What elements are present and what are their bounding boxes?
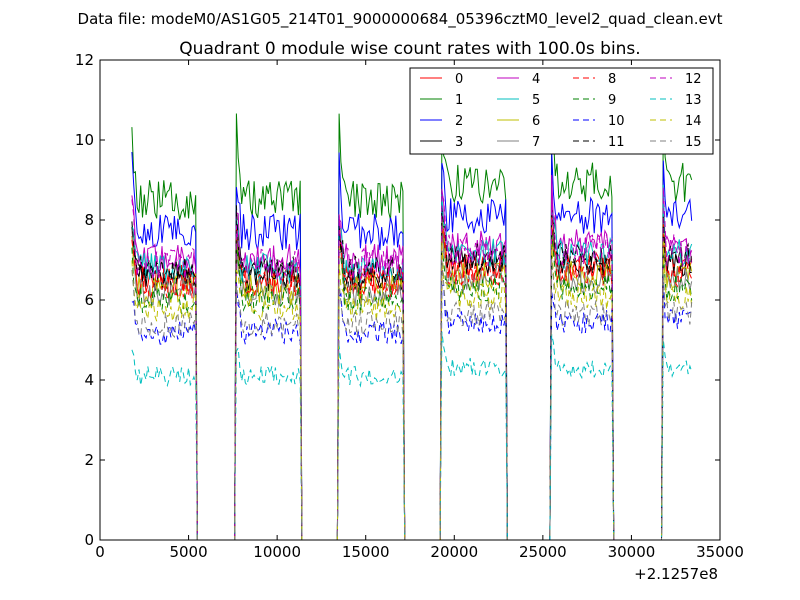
series-line-5 — [131, 184, 693, 540]
series-layer — [131, 102, 693, 540]
x-tick-label: 35000 — [696, 543, 744, 561]
legend-label-11: 11 — [608, 135, 625, 150]
series-line-0 — [131, 214, 693, 540]
series-line-4 — [131, 174, 693, 540]
x-tick-label: 10000 — [253, 543, 301, 561]
y-tick-label: 0 — [84, 531, 94, 549]
y-tick-label: 8 — [84, 211, 94, 229]
series-line-3 — [131, 197, 692, 540]
legend-box — [409, 67, 714, 155]
series-line-15 — [131, 259, 693, 540]
x-offset-label: +2.1257e8 — [634, 565, 718, 583]
x-tick-label: 30000 — [608, 543, 656, 561]
legend-label-3: 3 — [455, 135, 463, 150]
x-tick-label: 0 — [95, 543, 105, 561]
y-tick-label: 2 — [84, 451, 94, 469]
legend-label-9: 9 — [608, 93, 616, 108]
series-line-6 — [131, 216, 693, 540]
x-tick-label: 20000 — [430, 543, 478, 561]
x-tick-label: 25000 — [519, 543, 567, 561]
series-line-9 — [131, 230, 693, 540]
legend-label-1: 1 — [455, 93, 463, 108]
y-tick-label: 4 — [84, 371, 94, 389]
legend-label-4: 4 — [532, 72, 540, 87]
legend-label-12: 12 — [685, 72, 702, 87]
series-line-14 — [131, 241, 693, 540]
series-line-1 — [131, 102, 693, 540]
x-tick-label: 5000 — [169, 543, 207, 561]
chart-title: Quadrant 0 module wise count rates with … — [179, 39, 640, 59]
legend-label-5: 5 — [532, 93, 540, 108]
axes-layer: 0 5000 10000 15000 20000 25000 30000 35000 0 2 4 6 8… — [75, 51, 744, 561]
legend-label-15: 15 — [685, 135, 702, 150]
x-tick-label: 15000 — [342, 543, 390, 561]
legend-label-8: 8 — [608, 72, 616, 87]
legend-label-10: 10 — [608, 114, 625, 129]
legend-label-14: 14 — [685, 114, 702, 129]
legend-label-0: 0 — [455, 72, 463, 87]
y-tick-label: 12 — [75, 51, 94, 69]
data-file-label: Data file: modeM0/AS1G05_214T01_90000006… — [78, 10, 723, 29]
legend-label-2: 2 — [455, 114, 463, 129]
legend-label-13: 13 — [685, 93, 702, 108]
plot-frame — [99, 59, 721, 541]
y-tick-label: 10 — [75, 131, 94, 149]
series-line-2 — [131, 151, 693, 540]
legend-label-6: 6 — [532, 114, 540, 129]
legend-label-7: 7 — [532, 135, 540, 150]
y-tick-label: 6 — [84, 291, 94, 309]
series-line-7 — [131, 217, 693, 540]
